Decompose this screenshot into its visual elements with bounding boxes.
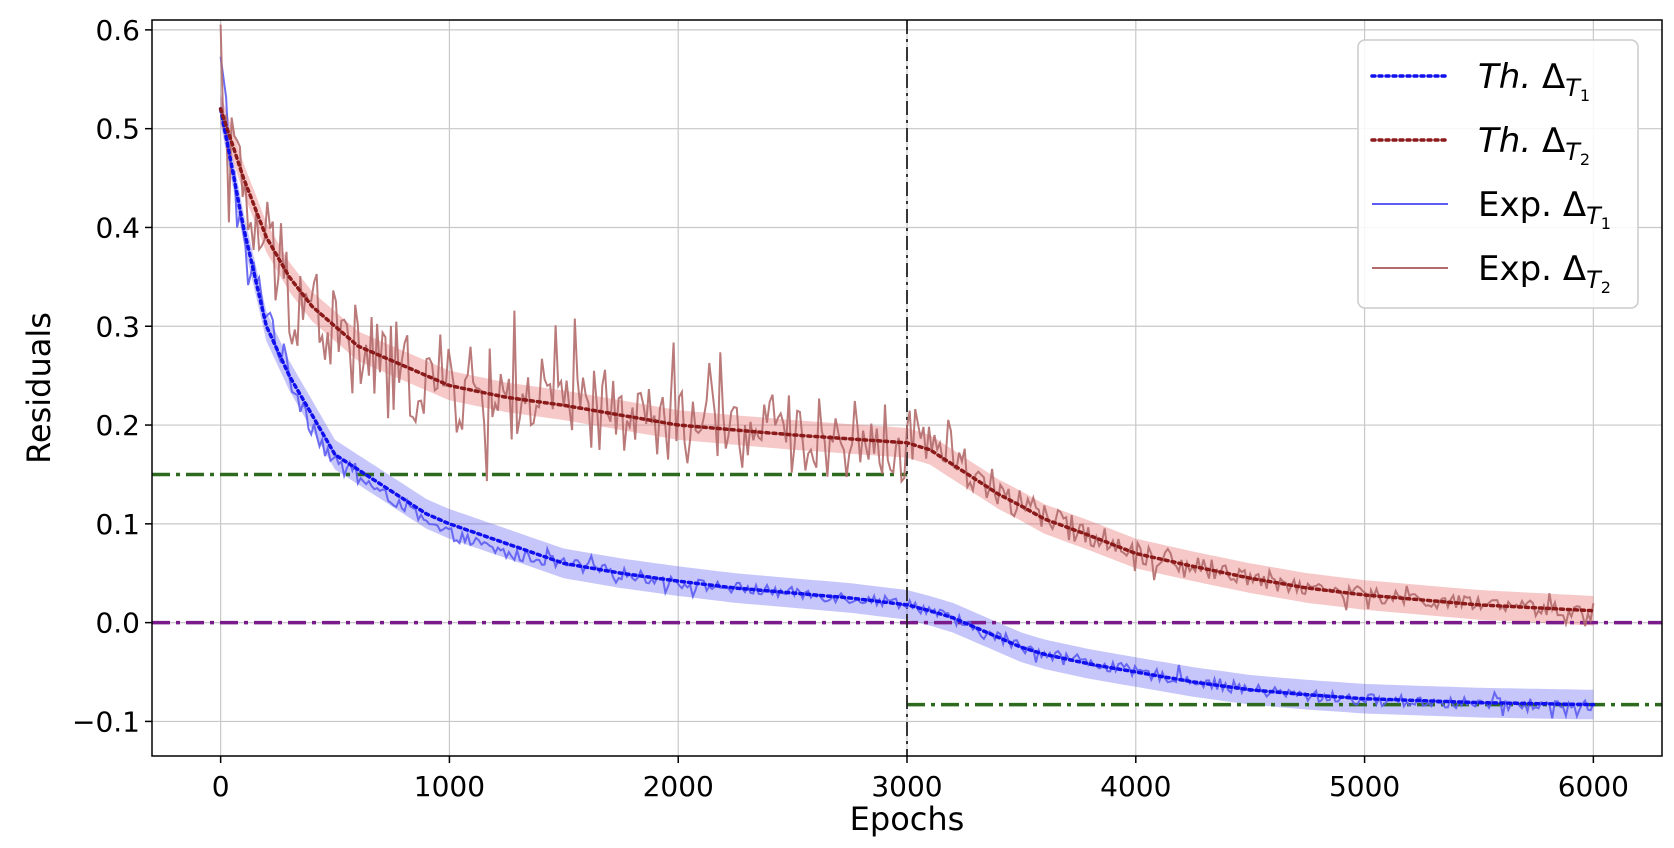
y-tick-label: 0.4: [95, 211, 140, 244]
legend-box: [1357, 39, 1639, 309]
experiment-series-line: [219, 56, 1595, 720]
legend-label: Exp. ΔT2: [1478, 249, 1611, 297]
y-axis-label: Residuals: [20, 312, 58, 464]
x-axis-label: Epochs: [850, 800, 965, 838]
x-tick-label: 2000: [643, 770, 714, 803]
x-tick-label: 3000: [871, 770, 942, 803]
legend-label: Th. ΔT2: [1478, 121, 1590, 169]
legend-label: Th. ΔT1: [1478, 57, 1590, 105]
y-tick-label: 0.3: [95, 310, 140, 343]
theory-series-line: [218, 107, 1596, 613]
y-tick-label: 0.0: [95, 607, 140, 640]
x-tick-label: 6000: [1558, 770, 1629, 803]
legend: Th. ΔT1 Th. ΔT2 Exp. ΔT1 Exp. ΔT2: [1357, 39, 1639, 309]
x-tick-label: 1000: [414, 770, 485, 803]
axis-ticks: 0 1000 2000 3000 4000 5000 6000 −0.1 0.0 0.1 0.2 0.…: [72, 14, 1629, 803]
x-tick-label: 4000: [1100, 770, 1171, 803]
y-tick-label: 0.6: [95, 14, 140, 47]
experiment-series: [219, 24, 1595, 720]
y-tick-label: −0.1: [72, 705, 140, 738]
x-tick-label: 5000: [1329, 770, 1400, 803]
y-tick-label: 0.2: [95, 409, 140, 442]
theory-series-line: [218, 107, 1596, 707]
experiment-series-line: [219, 24, 1595, 628]
y-tick-label: 0.5: [95, 113, 140, 146]
x-tick-label: 0: [212, 770, 230, 803]
y-tick-label: 0.1: [95, 508, 140, 541]
legend-label: Exp. ΔT1: [1478, 185, 1611, 233]
theory-series: [218, 107, 1596, 707]
